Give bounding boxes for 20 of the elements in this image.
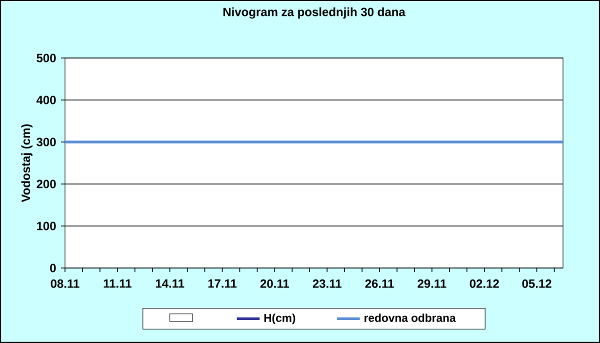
y-tick-label: 400	[36, 96, 56, 104]
x-tick-label: 11.11	[104, 279, 132, 288]
y-tick-label: 300	[36, 138, 56, 146]
x-tick-label: 23.11	[312, 279, 342, 288]
chart-title: Nivogram za poslednjih 30 dana	[223, 7, 406, 19]
y-tick-label: 0	[50, 264, 56, 272]
legend-label: redovna odbrana	[364, 314, 456, 322]
x-tick-label: 14.11	[156, 279, 184, 288]
x-tick-label: 29.11	[418, 279, 446, 288]
y-axis-title: Vodostaj (cm)	[21, 124, 32, 202]
x-tick-label: 26.11	[365, 279, 394, 288]
legend-label: H(cm)	[264, 314, 296, 324]
y-tick-label: 200	[36, 180, 56, 188]
x-tick-label: 05.12	[522, 279, 552, 288]
x-tick-label: 20.11	[260, 279, 290, 288]
x-tick-label: 17.11	[208, 279, 237, 288]
y-tick-label: 500	[36, 54, 56, 62]
x-tick-label: 02.12	[470, 279, 499, 288]
x-tick-label: 08.11	[50, 279, 80, 288]
y-tick-label: 100	[37, 222, 56, 230]
